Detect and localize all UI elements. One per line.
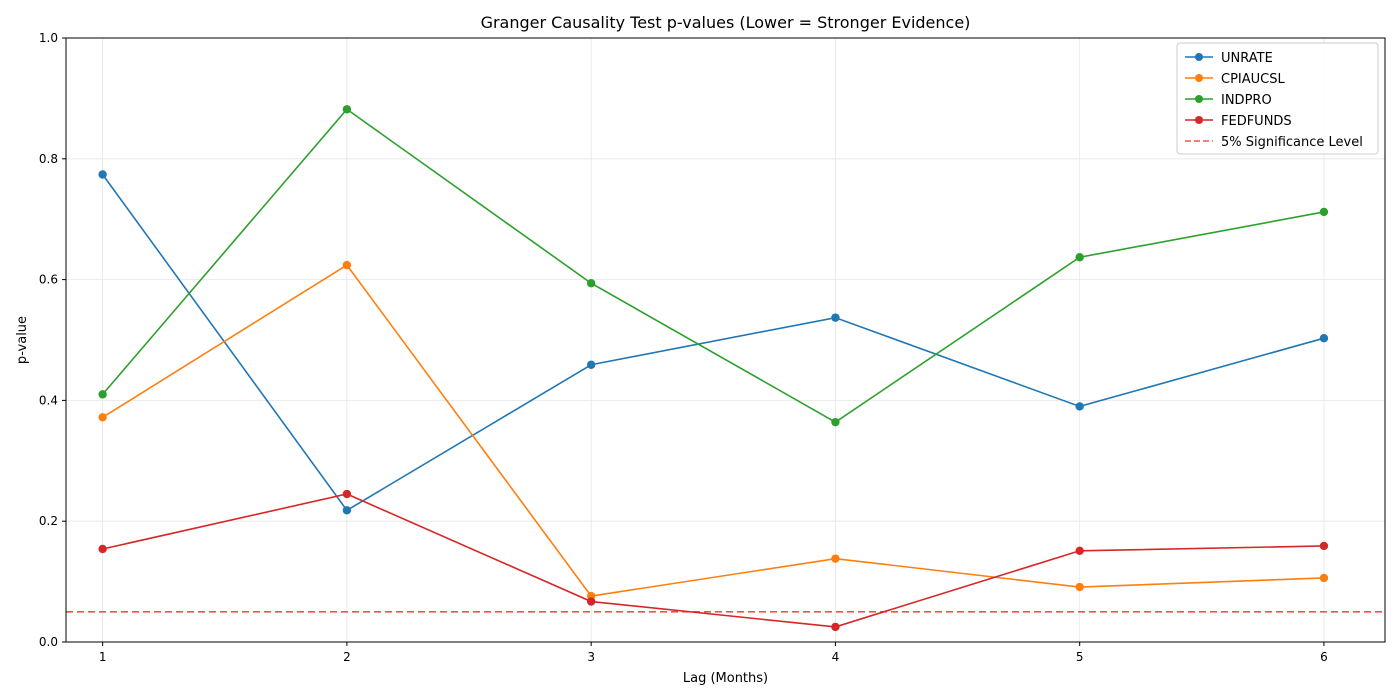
y-tick-label: 0.2 <box>39 514 58 528</box>
data-point-fedfunds <box>1319 541 1329 551</box>
data-point-indpro <box>1319 207 1329 217</box>
data-point-unrate <box>342 506 352 515</box>
series-line-indpro <box>102 108 1325 424</box>
x-axis-title: Lag (Months) <box>683 671 768 686</box>
legend-box <box>1176 42 1379 155</box>
legend-swatch-marker <box>1195 53 1203 61</box>
data-point-unrate <box>1319 333 1329 343</box>
data-point-fedfunds <box>586 597 596 606</box>
series-line-unrate <box>101 174 1325 512</box>
legend-swatch-marker <box>1195 95 1203 103</box>
data-point-fedfunds <box>1075 546 1084 555</box>
legend-label: 5% Significance Level <box>1221 135 1363 150</box>
series-group <box>98 105 1329 632</box>
data-point-cpiaucsl <box>1075 582 1084 592</box>
y-tick-label: 1.0 <box>39 31 58 45</box>
data-point-cpiaucsl <box>342 260 352 270</box>
data-point-cpiaucsl <box>1319 573 1329 583</box>
y-axis-ticks: 0.0 0.2 0.4 0.6 0.8 1.0 <box>39 31 66 649</box>
legend: UNRATE CPIAUCSL INDPRO FEDFUNDS 5% Significa… <box>1176 42 1379 155</box>
data-point-indpro <box>831 417 840 427</box>
y-tick-label: 0.4 <box>39 393 58 407</box>
y-tick-label: 0.8 <box>39 152 58 166</box>
x-axis-ticks: 1 2 3 4 5 6 <box>99 642 1328 664</box>
x-tick-label: 2 <box>343 650 351 664</box>
x-tick-label: 3 <box>587 650 595 664</box>
chart-title: Granger Causality Test p-values (Lower =… <box>481 13 971 32</box>
data-point-indpro <box>1075 253 1084 262</box>
x-tick-label: 4 <box>832 650 840 664</box>
plot-frame <box>65 37 1386 643</box>
legend-swatch-marker <box>1195 116 1203 124</box>
legend-label: UNRATE <box>1221 51 1273 66</box>
data-point-cpiaucsl <box>831 554 840 563</box>
data-point-indpro <box>98 390 107 399</box>
data-point-unrate <box>98 170 107 179</box>
x-tick-label: 1 <box>99 650 107 664</box>
data-point-fedfunds <box>98 544 107 554</box>
legend-label: FEDFUNDS <box>1221 114 1292 129</box>
data-point-cpiaucsl <box>98 413 107 422</box>
data-point-unrate <box>831 313 840 322</box>
data-point-fedfunds <box>342 489 352 499</box>
data-point-fedfunds <box>831 622 840 632</box>
y-tick-label: 0.0 <box>39 635 58 649</box>
x-tick-label: 6 <box>1320 650 1328 664</box>
legend-label: INDPRO <box>1221 93 1272 108</box>
x-tick-label: 5 <box>1076 650 1084 664</box>
series-line-fedfunds <box>102 493 1324 628</box>
data-point-indpro <box>342 105 352 114</box>
legend-swatch-marker <box>1195 74 1203 82</box>
data-point-unrate <box>586 360 596 369</box>
data-point-indpro <box>586 279 596 288</box>
data-point-unrate <box>1075 402 1084 411</box>
y-axis-title: p-value <box>15 316 30 364</box>
y-tick-label: 0.6 <box>39 273 58 287</box>
series-line-cpiaucsl <box>102 264 1324 597</box>
legend-label: CPIAUCSL <box>1221 72 1285 87</box>
